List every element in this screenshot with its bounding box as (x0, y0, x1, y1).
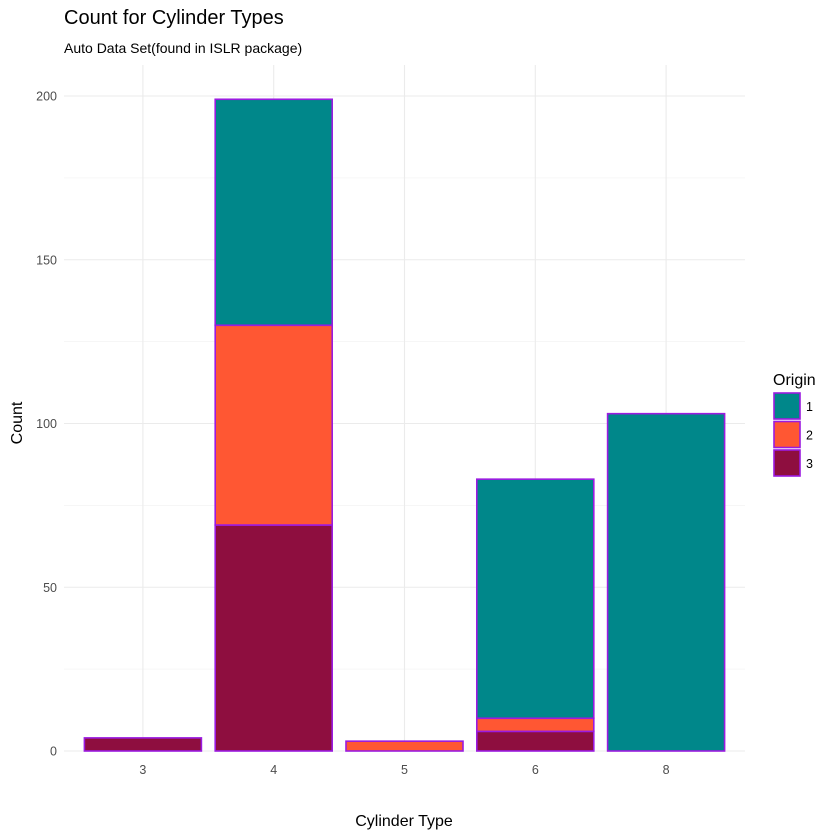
bar-segment-cyl-6-origin-3 (475, 730, 595, 752)
bar-segment-cyl-3-origin-3 (83, 737, 203, 752)
y-axis-title: Count (9, 401, 26, 444)
bar-segment-cyl-6-origin-1 (475, 478, 595, 720)
x-tick-label: 6 (532, 763, 539, 777)
x-axis-title: Cylinder Type (355, 813, 453, 830)
x-tick-label: 4 (270, 763, 277, 777)
bar-segment-cyl-4-origin-3 (214, 524, 333, 752)
legend-title: Origin (773, 372, 816, 389)
chart-title: Count for Cylinder Types (64, 7, 284, 29)
bar-segment-cyl-4-origin-1 (214, 98, 333, 327)
legend-key-origin-2 (773, 420, 801, 449)
legend-label-origin-2: 2 (806, 429, 813, 443)
x-tick-label: 5 (401, 763, 408, 777)
y-axis-ticks: 0 50 100 150 200 (36, 90, 57, 759)
legend: Origin 1 2 3 (773, 372, 816, 477)
x-tick-label: 8 (663, 763, 670, 777)
legend-key-origin-1 (773, 392, 801, 420)
bar-segment-cyl-8-origin-1 (606, 412, 726, 752)
y-tick-label: 100 (36, 417, 57, 431)
y-tick-label: 0 (50, 745, 57, 759)
x-tick-label: 3 (139, 763, 146, 777)
chart-subtitle: Auto Data Set(found in ISLR package) (64, 40, 302, 56)
bars-group (83, 98, 726, 752)
legend-label-origin-3: 3 (806, 457, 813, 471)
bar-segment-cyl-6-origin-2 (475, 717, 595, 733)
legend-label-origin-1: 1 (806, 400, 813, 414)
y-tick-label: 150 (36, 253, 57, 267)
y-tick-label: 200 (36, 90, 57, 104)
bar-segment-cyl-4-origin-2 (214, 324, 333, 526)
x-axis-ticks: 3 4 5 6 8 (139, 763, 669, 777)
y-tick-label: 50 (43, 581, 57, 595)
legend-key-origin-3 (773, 449, 801, 477)
bar-segment-cyl-5-origin-2 (345, 740, 464, 752)
